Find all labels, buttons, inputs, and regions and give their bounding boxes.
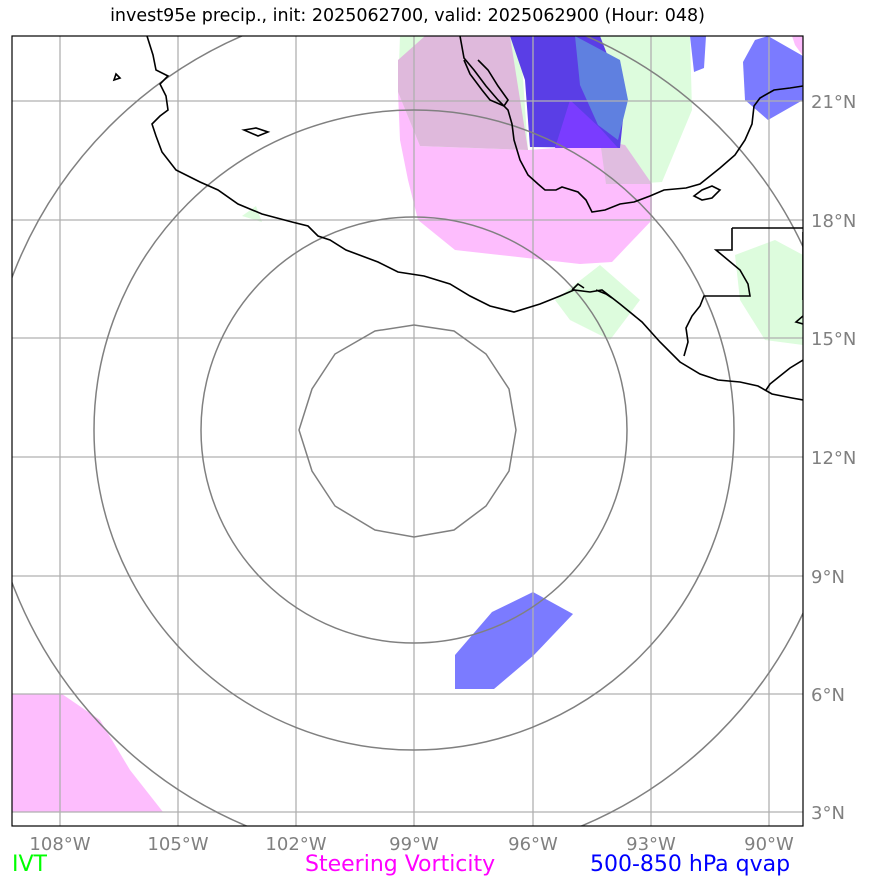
lon-tick-label: 93°W [626, 834, 676, 855]
legend-ivt: IVT [12, 852, 47, 877]
lat-tick-label: 15°N [811, 329, 856, 350]
range-ring-1 [298, 324, 517, 538]
lon-tick-label: 108°W [29, 834, 90, 855]
overlap-shading [398, 36, 652, 184]
lon-tick-label: 102°W [265, 834, 326, 855]
coastline [112, 36, 803, 401]
qvap-shading [455, 36, 803, 689]
lat-tick-label: 21°N [811, 92, 856, 113]
gridlines [12, 36, 803, 826]
range-ring-3 [93, 109, 735, 751]
lat-tick-label: 18°N [811, 211, 856, 232]
lat-tick-labels: 21°N 18°N 15°N 12°N 9°N 6°N 3°N [811, 92, 856, 824]
plot-frame [11, 35, 804, 827]
map-plot-area [12, 36, 803, 826]
legend-steering-vorticity: Steering Vorticity [305, 852, 496, 877]
lon-tick-label: 96°W [508, 834, 558, 855]
map-title: invest95e precip., init: 2025062700, val… [110, 6, 705, 26]
lon-tick-label: 99°W [389, 834, 439, 855]
lon-tick-label: 90°W [744, 834, 794, 855]
legend-qvap: 500-850 hPa qvap [590, 852, 791, 877]
lat-tick-label: 3°N [811, 803, 845, 824]
lat-tick-label: 6°N [811, 685, 845, 706]
lon-tick-label: 105°W [147, 834, 208, 855]
steering-vorticity-shading [12, 36, 803, 812]
lat-tick-label: 12°N [811, 448, 856, 469]
range-rings [12, 36, 803, 826]
range-ring-2 [200, 216, 628, 644]
lon-tick-labels: 108°W 105°W 102°W 99°W 96°W 93°W 90°W [29, 834, 794, 855]
lat-tick-label: 9°N [811, 567, 845, 588]
